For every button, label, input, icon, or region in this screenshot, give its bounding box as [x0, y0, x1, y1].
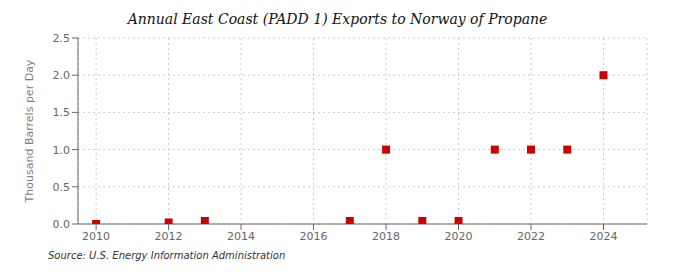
svg-text:2012: 2012 [155, 230, 183, 243]
svg-text:0.5: 0.5 [53, 181, 71, 194]
svg-text:2022: 2022 [517, 230, 545, 243]
svg-text:1.0: 1.0 [53, 144, 71, 157]
svg-text:2016: 2016 [300, 230, 328, 243]
svg-text:2024: 2024 [590, 230, 618, 243]
svg-text:2.0: 2.0 [53, 69, 71, 82]
svg-text:2020: 2020 [445, 230, 473, 243]
html-text:Annual East Coast (PADD 1) Exp: Annual East Coast (PADD 1) Exports to No… [127, 11, 548, 27]
svg-text:2018: 2018 [372, 230, 400, 243]
svg-text:2014: 2014 [227, 230, 255, 243]
html-text:Source: U.S. Energy Informatio: Source: U.S. Energy Information Administ… [48, 250, 286, 261]
svg-text:1.5: 1.5 [53, 106, 71, 119]
svg-text:2010: 2010 [82, 230, 110, 243]
svg-text:0.0: 0.0 [53, 218, 71, 231]
svg-text:Thousand Barrels per Day: Thousand Barrels per Day [23, 59, 36, 203]
svg-text:2.5: 2.5 [53, 32, 71, 45]
